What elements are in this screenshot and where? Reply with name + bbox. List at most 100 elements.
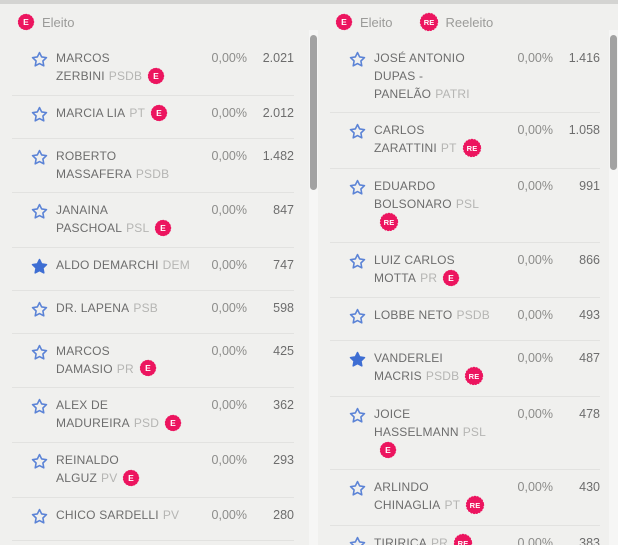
party-label: PR (430, 535, 449, 545)
candidate-row[interactable]: MARCOS DAMASIO PR E 0,00% 425 (12, 334, 294, 389)
svg-text:E: E (153, 71, 159, 81)
candidate-info: CARLOS ZARATTINI PT RE (374, 121, 504, 159)
vote-stats: 0,00% 430 (504, 478, 600, 496)
reeleito-badge-icon: RE (453, 533, 473, 545)
candidate-row[interactable]: ARLINDO CHINAGLIA PT RE 0,00% 430 (330, 470, 600, 526)
scrollbar-thumb[interactable] (610, 35, 617, 170)
candidate-row[interactable]: TIRIRICA PR RE 0,00% 383 (330, 526, 600, 545)
candidate-info: JANAINA PASCHOAL PSL E (56, 201, 198, 238)
candidate-row[interactable]: JOSÉ ANTONIO DUPAS - PANELÃO PATRI 0,00% … (330, 41, 600, 113)
svg-text:RE: RE (469, 372, 480, 381)
legend-label: Reeleito (445, 15, 494, 30)
vote-stats: 0,00% 847 (198, 201, 294, 219)
favorite-star-icon[interactable] (30, 342, 56, 367)
scrollbar-thumb[interactable] (310, 35, 317, 190)
legend-item: E Eleito (12, 13, 75, 32)
candidate-row[interactable]: ALDO DEMARCHI DEM 0,00% 747 (12, 248, 294, 291)
svg-text:RE: RE (423, 17, 433, 26)
top-border (0, 0, 618, 4)
candidate-row[interactable]: LUIZ CARLOS MOTTA PR E 0,00% 866 (330, 243, 600, 298)
favorite-star-icon[interactable] (30, 49, 56, 74)
candidate-row[interactable]: LOBBE NETO PSDB 0,00% 493 (330, 298, 600, 341)
favorite-star-icon[interactable] (348, 534, 374, 545)
candidate-row[interactable]: JOICE HASSELMANN PSL E 0,00% 478 (330, 397, 600, 470)
vote-stats: 0,00% 747 (198, 256, 294, 274)
eleito-badge-icon: E (139, 359, 157, 377)
candidate-row[interactable]: CHICO SARDELLI PV 0,00% 280 (12, 498, 294, 542)
vote-stats: 0,00% 487 (504, 349, 600, 367)
vote-percent: 0,00% (517, 350, 553, 365)
candidate-row[interactable]: CARLOS ZARATTINI PT RE 0,00% 1.058 (330, 113, 600, 169)
party-label: PSDB (456, 307, 490, 322)
candidate-row[interactable]: ROBERTO MASSAFERA PSDB 0,00% 1.482 (12, 139, 294, 193)
favorite-star-icon[interactable] (30, 396, 56, 421)
vote-count: 383 (579, 535, 600, 545)
favorite-star-icon[interactable] (348, 49, 374, 74)
vote-percent: 0,00% (211, 202, 247, 217)
candidate-info: MARCIA LIA PT E (56, 104, 198, 123)
favorite-star-icon[interactable] (30, 506, 56, 531)
favorite-star-icon[interactable] (30, 147, 56, 172)
legend: E Eleito RE Reeleito (330, 4, 618, 41)
eleito-badge-icon: E (442, 269, 460, 287)
vote-percent: 0,00% (211, 398, 247, 413)
favorite-star-icon[interactable] (348, 177, 374, 202)
party-label: PV (162, 508, 180, 523)
favorite-star-icon[interactable] (348, 405, 374, 430)
vote-percent: 0,00% (517, 123, 553, 137)
vote-percent: 0,00% (517, 479, 553, 494)
svg-text:E: E (129, 473, 135, 483)
vote-count: 847 (273, 202, 294, 217)
candidate-name: CARLOS ZARATTINI (374, 123, 437, 156)
vote-count: 362 (273, 398, 294, 413)
legend: E Eleito (12, 4, 318, 41)
svg-text:E: E (23, 17, 29, 27)
favorite-star-filled-icon[interactable] (348, 349, 374, 374)
candidate-name: JANAINA PASCHOAL (56, 202, 123, 235)
eleito-badge-icon: E (335, 13, 353, 31)
candidate-row[interactable]: REINALDO ALGUZ PV E 0,00% 293 (12, 443, 294, 499)
vote-count: 2.012 (262, 105, 294, 120)
candidate-row[interactable]: JANAINA PASCHOAL PSL E 0,00% 847 (12, 193, 294, 248)
favorite-star-icon[interactable] (348, 251, 374, 276)
favorite-star-icon[interactable] (348, 478, 374, 503)
favorite-star-icon[interactable] (348, 121, 374, 146)
candidate-row[interactable]: VANDERLEI MACRIS PSDB RE 0,00% 487 (330, 341, 600, 397)
candidate-name: ARLINDO CHINAGLIA (374, 479, 441, 512)
candidate-row[interactable]: MARCIA LIA PT E 0,00% 2.012 (12, 96, 294, 139)
scrollbar-track (309, 30, 318, 545)
vote-stats: 0,00% 280 (198, 506, 294, 524)
party-label: PSDB (425, 369, 460, 383)
candidate-name: MARCOS ZERBINI (56, 51, 110, 83)
favorite-star-filled-icon[interactable] (30, 256, 56, 281)
favorite-star-icon[interactable] (30, 299, 56, 324)
candidate-info: ALDO DEMARCHI DEM (56, 256, 198, 274)
candidate-info: JOICE HASSELMANN PSL E (374, 405, 504, 460)
candidate-row[interactable]: EDUARDO BOLSONARO PSL RE 0,00% 991 (330, 169, 600, 243)
candidate-name: LUIZ CARLOS MOTTA (374, 253, 455, 285)
svg-text:RE: RE (470, 501, 481, 510)
favorite-star-icon[interactable] (30, 451, 56, 476)
vote-stats: 0,00% 478 (504, 405, 600, 423)
vote-percent: 0,00% (211, 148, 247, 163)
candidate-name: REINALDO ALGUZ (56, 453, 119, 486)
candidate-row[interactable]: MARCOS ZERBINI PSDB E 0,00% 2.021 (12, 41, 294, 96)
candidate-row[interactable]: ALEX DE MADUREIRA PSD E 0,00% 362 (12, 388, 294, 444)
candidate-name: ROBERTO MASSAFERA (56, 148, 132, 181)
vote-stats: 0,00% 1.416 (504, 49, 600, 67)
svg-text:RE: RE (458, 539, 469, 545)
favorite-star-icon[interactable] (30, 104, 56, 129)
candidate-row[interactable]: MARTA COSTAPSDE 0,00% 270 (12, 541, 294, 545)
candidate-row[interactable]: DR. LAPENA PSB 0,00% 598 (12, 291, 294, 334)
candidate-name: JOICE HASSELMANN (374, 406, 459, 439)
vote-stats: 0,00% 866 (504, 251, 600, 269)
svg-text:E: E (385, 445, 391, 455)
vote-stats: 0,00% 362 (198, 396, 294, 414)
legend-label: Eleito (360, 15, 393, 30)
vote-count: 866 (579, 253, 600, 267)
reeleito-badge-icon: RE (419, 12, 439, 32)
favorite-star-icon[interactable] (30, 201, 56, 226)
vote-count: 487 (579, 350, 600, 365)
party-label: PSL (126, 220, 150, 235)
favorite-star-icon[interactable] (348, 306, 374, 331)
